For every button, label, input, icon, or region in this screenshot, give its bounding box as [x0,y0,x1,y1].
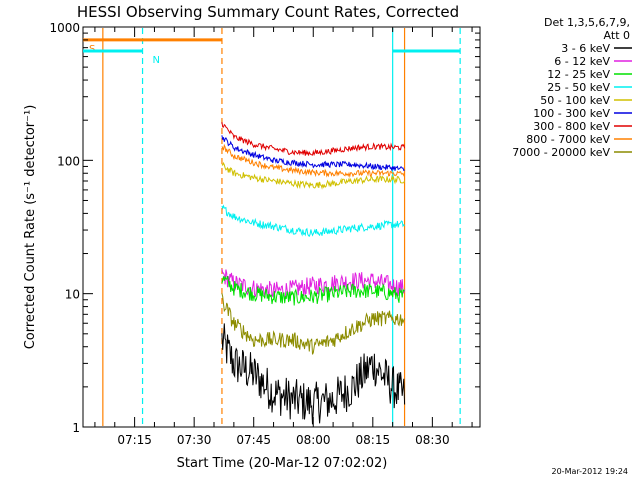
series-line-3 [221,204,405,237]
legend-label-2: 12 - 25 keV [547,68,610,81]
y-axis-label: Corrected Count Rate (s⁻¹ detector⁻¹) [23,105,38,350]
legend-header-line-1: Det 1,3,5,6,7,9, [544,16,630,29]
plot-timestamp: 20-Mar-2012 19:24 [552,467,629,476]
x-tick-label: 07:45 [236,433,271,447]
legend-label-1: 6 - 12 keV [554,55,610,68]
legend-label-6: 300 - 800 keV [533,120,610,133]
x-tick-label: 08:15 [356,433,391,447]
series-line-1 [221,268,406,301]
legend-label-4: 50 - 100 keV [540,94,610,107]
plot-frame [82,26,481,428]
series-lines [221,121,406,425]
legend-label-3: 25 - 50 keV [547,81,610,94]
x-tick-label: 07:15 [117,433,152,447]
flag-label-s: S [89,44,95,55]
observing-flags: SN [83,38,461,66]
marker-lines [102,28,461,426]
x-tick-label: 08:30 [415,433,450,447]
series-line-8 [221,293,406,355]
series-line-5 [221,135,405,172]
x-axis-ticks: 07:15 07:30 07:45 08:00 08:15 08:30 [94,27,473,447]
legend-label-7: 800 - 7000 keV [526,133,610,146]
series-line-6 [221,121,406,157]
series-line-2 [221,275,405,306]
y-tick-label: 100 [57,154,80,168]
x-tick-label: 08:00 [296,433,331,447]
legend-label-5: 100 - 300 keV [533,107,610,120]
legend-header-line-2: Att 0 [604,29,630,42]
flag-label-n: N [153,55,160,66]
y-tick-label: 1000 [49,21,80,35]
y-axis-ticks: 1 10 100 1000 [49,21,480,435]
x-axis-label: Start Time (20-Mar-12 07:02:02) [177,456,388,471]
y-tick-label: 1 [72,421,80,435]
series-line-0 [221,323,406,425]
y-tick-label: 10 [65,288,80,302]
chart-title: HESSI Observing Summary Count Rates, Cor… [77,3,459,21]
series-line-7 [221,143,406,179]
legend-label-8: 7000 - 20000 keV [512,146,610,159]
x-tick-label: 07:30 [177,433,212,447]
legend-label-0: 3 - 6 keV [561,42,610,55]
series-line-4 [221,161,406,190]
